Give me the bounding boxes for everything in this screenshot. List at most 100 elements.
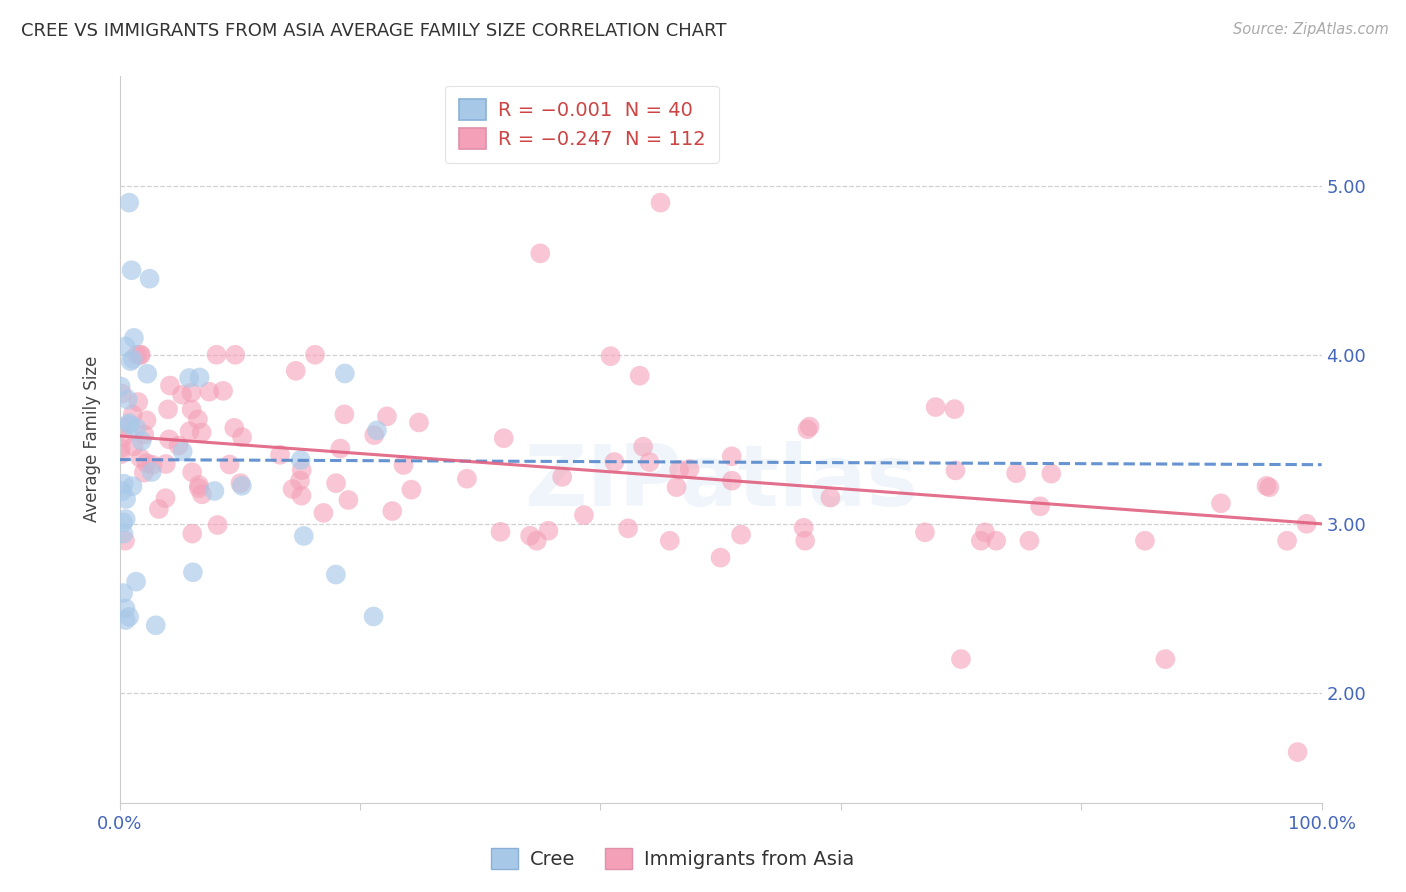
Point: [110, 447, 132, 461]
Point: [312, 506, 335, 520]
Point: [191, 487, 214, 501]
Point: [180, 385, 202, 400]
Point: [159, 378, 181, 392]
Point: [709, 550, 731, 565]
Point: [179, 424, 201, 438]
Point: [157, 402, 180, 417]
Point: [381, 504, 404, 518]
Point: [333, 408, 356, 422]
Point: [943, 402, 966, 417]
Point: [179, 371, 201, 385]
Point: [290, 489, 312, 503]
Point: [121, 263, 143, 277]
Point: [1040, 467, 1063, 481]
Point: [914, 525, 936, 540]
Point: [118, 610, 141, 624]
Point: [408, 416, 430, 430]
Point: [135, 413, 157, 427]
Point: [114, 533, 136, 548]
Point: [401, 483, 423, 497]
Point: [155, 457, 177, 471]
Point: [145, 618, 167, 632]
Point: [148, 502, 170, 516]
Point: [122, 352, 145, 367]
Point: [122, 439, 145, 453]
Point: [141, 465, 163, 479]
Point: [658, 533, 681, 548]
Point: [974, 525, 997, 540]
Point: [1295, 516, 1317, 531]
Point: [281, 482, 304, 496]
Point: [986, 533, 1008, 548]
Point: [180, 402, 202, 417]
Text: CREE VS IMMIGRANTS FROM ASIA AVERAGE FAMILY SIZE CORRELATION CHART: CREE VS IMMIGRANTS FROM ASIA AVERAGE FAM…: [21, 22, 727, 40]
Point: [207, 518, 229, 533]
Point: [678, 462, 700, 476]
Point: [1275, 533, 1298, 548]
Point: [799, 419, 821, 434]
Point: [304, 348, 326, 362]
Point: [1005, 466, 1028, 480]
Point: [1029, 500, 1052, 514]
Point: [125, 348, 148, 362]
Point: [375, 409, 398, 424]
Point: [794, 533, 817, 548]
Point: [599, 349, 621, 363]
Point: [187, 412, 209, 426]
Point: [112, 430, 135, 444]
Point: [187, 481, 209, 495]
Point: [529, 246, 551, 260]
Point: [181, 566, 204, 580]
Point: [129, 348, 152, 362]
Point: [551, 470, 574, 484]
Point: [1154, 652, 1177, 666]
Point: [205, 348, 228, 362]
Point: [155, 491, 177, 506]
Point: [129, 450, 152, 465]
Point: [363, 428, 385, 442]
Point: [135, 456, 157, 470]
Point: [721, 474, 744, 488]
Point: [138, 271, 160, 285]
Point: [188, 370, 211, 384]
Point: [1018, 533, 1040, 548]
Text: ZIPatlas: ZIPatlas: [523, 442, 918, 524]
Point: [665, 480, 688, 494]
Point: [114, 339, 136, 353]
Point: [650, 195, 672, 210]
Point: [121, 479, 143, 493]
Point: [668, 463, 690, 477]
Point: [218, 458, 240, 472]
Point: [820, 491, 842, 505]
Point: [945, 463, 967, 477]
Point: [224, 421, 246, 435]
Point: [117, 392, 139, 407]
Point: [337, 493, 360, 508]
Point: [127, 395, 149, 409]
Point: [924, 400, 946, 414]
Point: [363, 609, 385, 624]
Point: [129, 348, 152, 362]
Point: [122, 331, 145, 345]
Point: [284, 364, 307, 378]
Point: [231, 479, 253, 493]
Point: [136, 367, 159, 381]
Point: [631, 440, 654, 454]
Point: [269, 448, 291, 462]
Point: [333, 367, 356, 381]
Point: [131, 434, 153, 448]
Point: [224, 348, 246, 362]
Point: [392, 458, 415, 472]
Point: [325, 567, 347, 582]
Point: [793, 521, 815, 535]
Point: [120, 354, 142, 368]
Point: [157, 433, 180, 447]
Point: [603, 455, 626, 469]
Point: [204, 483, 226, 498]
Point: [112, 526, 135, 541]
Point: [115, 491, 138, 506]
Point: [970, 533, 993, 548]
Point: [190, 425, 212, 440]
Point: [628, 368, 651, 383]
Point: [132, 466, 155, 480]
